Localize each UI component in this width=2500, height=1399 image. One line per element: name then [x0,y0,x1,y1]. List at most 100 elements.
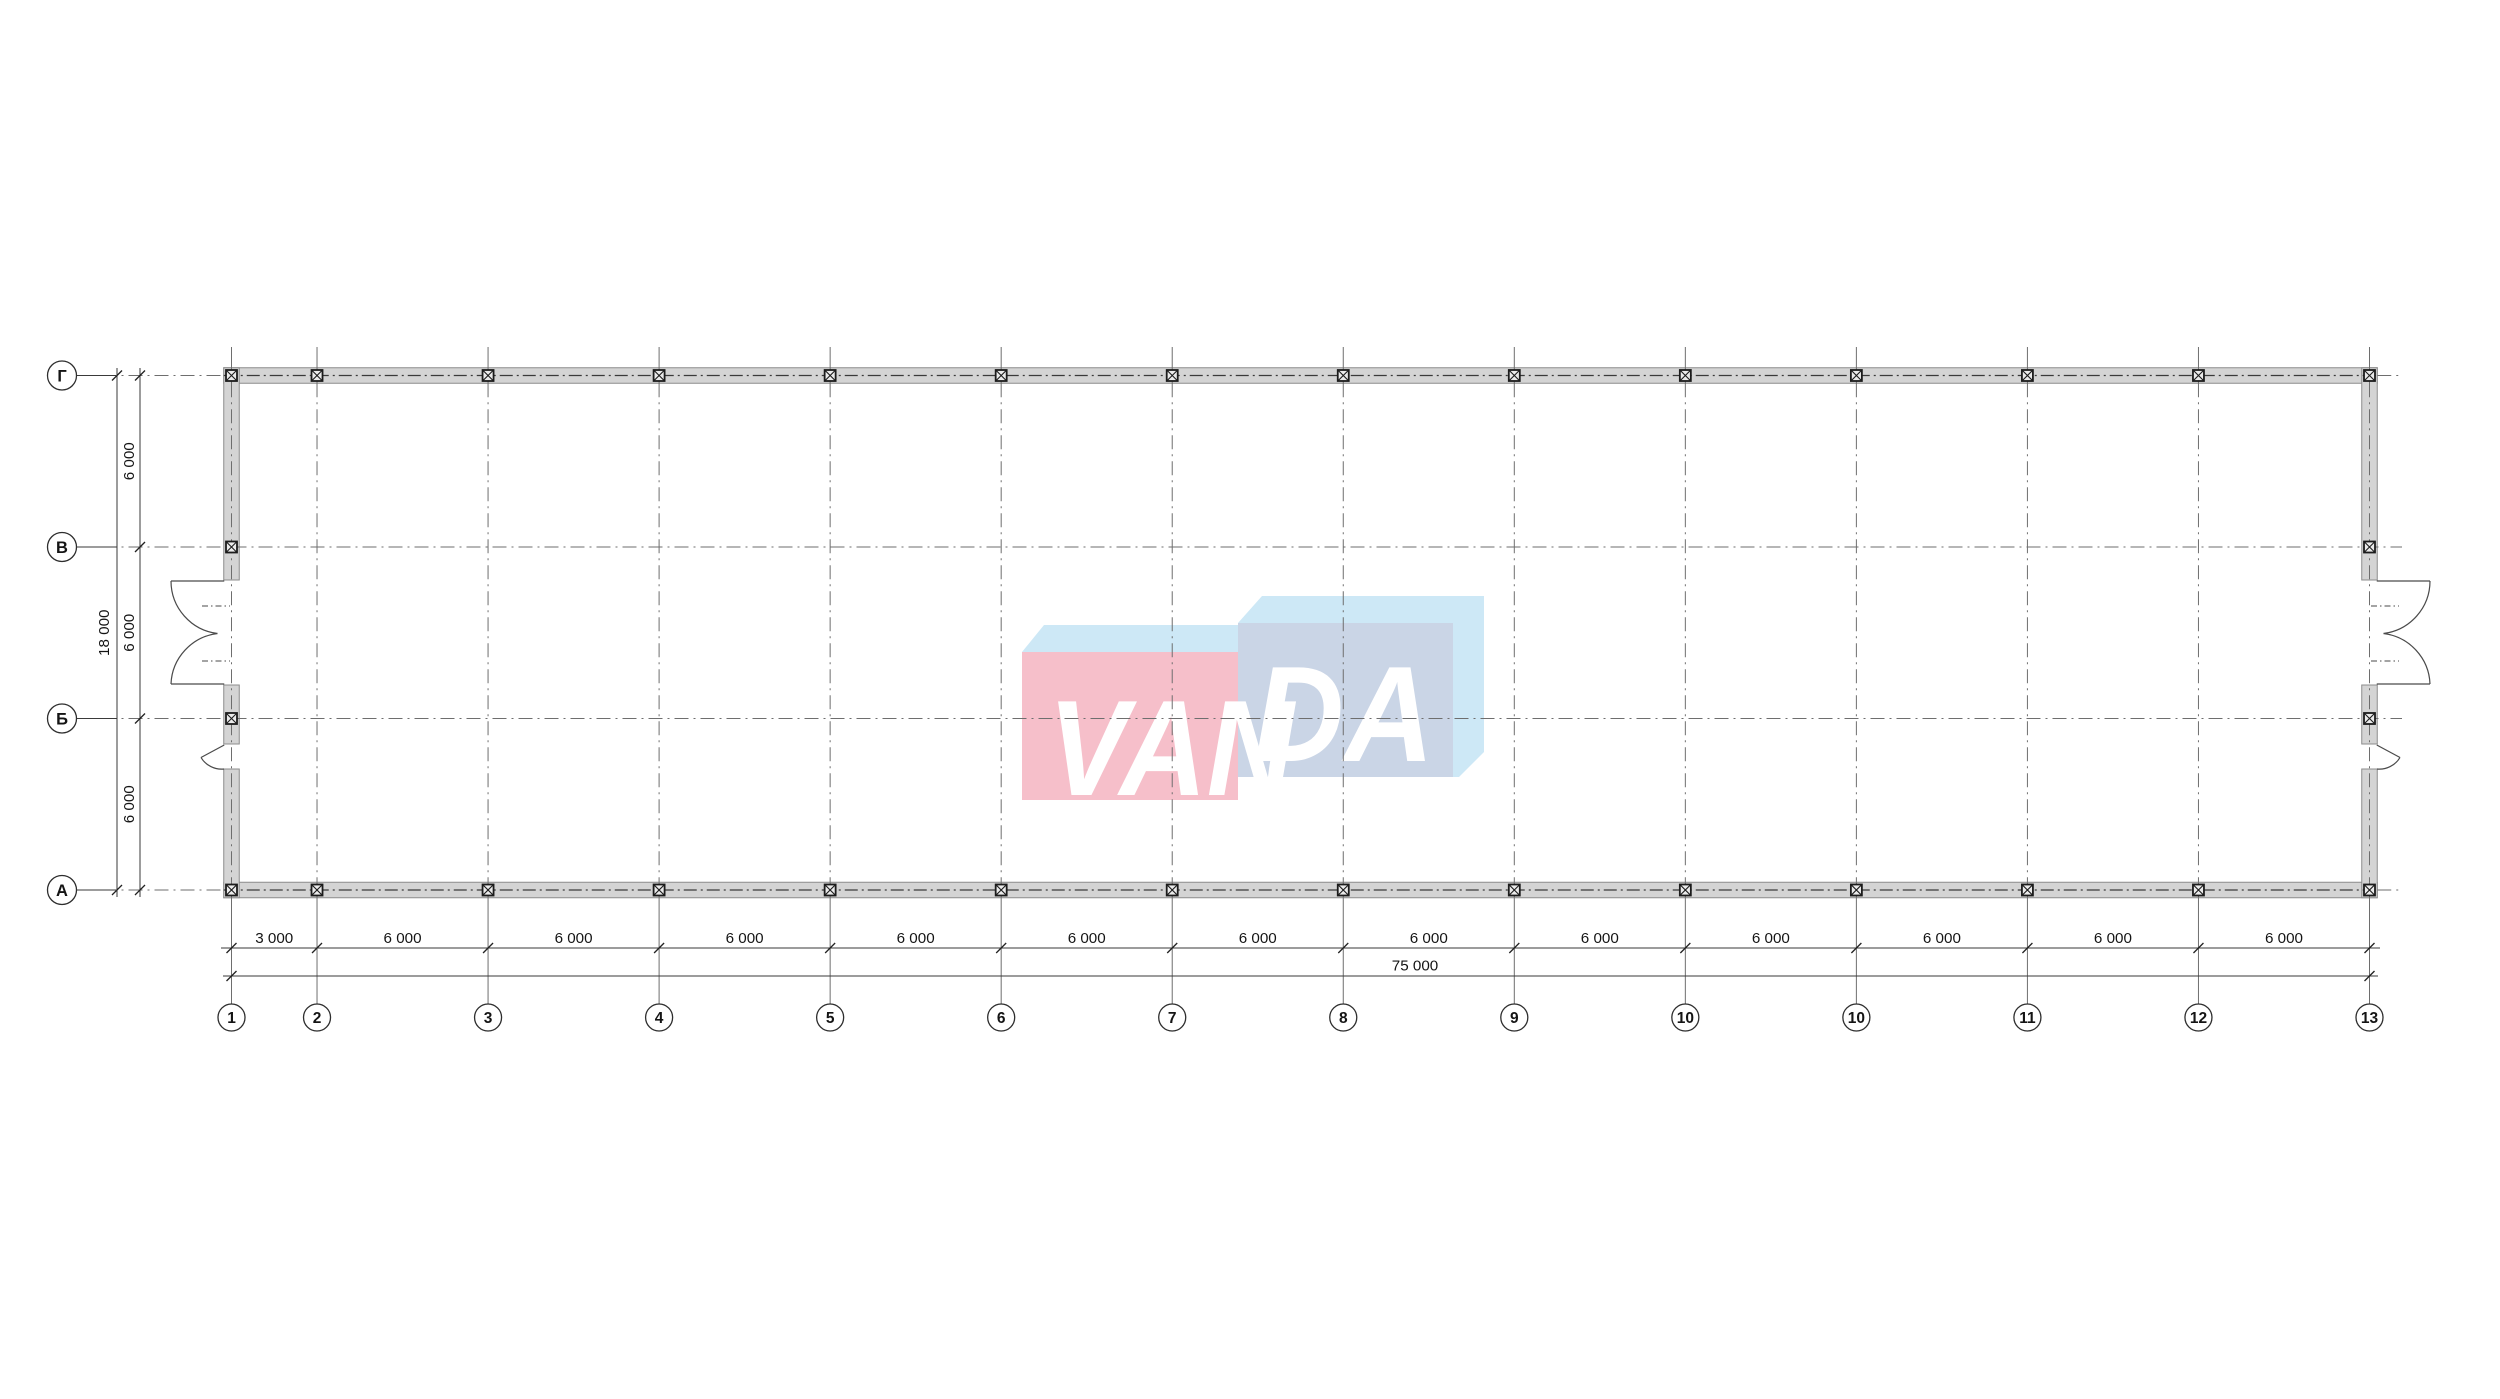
column-marker-cross [653,884,665,896]
column-marker-cross [482,884,494,896]
bay-dimension-label: 6 000 [1410,930,1448,947]
column-marker-cross [482,369,494,382]
column-axis-bubble [217,1003,246,1032]
dimension-labels: 3 000 6 000 6 000 6 000 6 000 6 000 6 000 6 000… [96,442,2303,974]
bay-dimension-label: 6 000 [1068,930,1106,947]
row-axis-label: А [56,882,68,900]
column-marker-cross [311,884,323,896]
dimension-tick [2364,970,2375,982]
column-marker-cross [995,369,1008,382]
column-marker-cross [225,712,238,725]
column-markers [225,369,2376,897]
column-marker-cross [2021,369,2034,382]
dimension-tick [134,884,146,896]
dimension-tick [134,370,146,381]
dimension-tick [226,970,237,982]
bay-dimension-label: 6 000 [1581,930,1619,947]
bay-dimension-label: 6 000 [2094,930,2132,947]
column-marker-cross [311,369,323,382]
dimension-tick [134,541,146,553]
right-door-swing-top [2383,580,2431,635]
column-marker-cross [1337,884,1350,896]
column-marker-cross [2192,884,2205,896]
logo-left-top-face [1022,625,1263,652]
column-marker-cross [1850,884,1863,896]
column-marker-cross [225,541,238,553]
left-small-door-leaf [200,744,225,759]
dimension-tick [995,942,1007,954]
left-door-swing-top [170,580,218,635]
column-axis-label: 2 [313,1010,322,1027]
dimension-tick [311,942,323,954]
bay-dimension-label: 6 000 [1239,930,1277,947]
bay-dimension-label: 6 000 [1923,930,1961,947]
column-axis-bubble [1842,1003,1871,1032]
column-marker-cross [2363,541,2376,553]
column-axis-label: 5 [826,1010,835,1027]
logo-pink-face [1022,652,1238,800]
dimension-tick [1679,942,1691,954]
right-door-swing-bottom [2383,632,2431,685]
total-width-label: 75 000 [1392,958,1438,975]
column-axis-bubble [2355,1003,2384,1032]
bay-dimension-label: 3 000 [255,930,293,947]
column-axis-label: 4 [655,1010,664,1027]
column-axis-label: 1 [227,1010,236,1027]
column-axis-label: 7 [1168,1010,1177,1027]
column-axis-label: 10 [1848,1010,1865,1027]
dimension-tick [482,942,494,954]
column-axis-label: 12 [2190,1010,2207,1027]
right-small-door-swing [2376,757,2401,770]
right-small-door-leaf [2376,744,2401,759]
dimension-tick [824,942,836,954]
column-axis-label: 11 [2019,1010,2036,1027]
dimension-tick [2193,942,2204,954]
column-marker-cross [824,884,837,896]
column-axis-bubble [2013,1003,2042,1032]
logo-blue-face [1238,623,1453,777]
column-marker-cross [2363,884,2376,896]
column-marker-cross [995,884,1008,896]
column-marker-cross [1166,369,1179,382]
grid-lines [76,347,2402,1004]
bay-dimension-label: 6 000 [897,930,935,947]
dimension-tick [134,713,146,724]
watermark-text-da: DA [1254,638,1434,790]
column-axis-bubble [2184,1003,2213,1032]
row-axis-bubble [46,360,78,391]
column-marker-cross [1508,369,1521,382]
dimension-tick [653,942,665,954]
column-axis-bubble [1329,1003,1358,1032]
column-marker-cross [2192,369,2205,382]
bay-dimension-label: 6 000 [121,442,138,480]
bay-dimension-label: 6 000 [121,614,138,652]
row-axis-bubble [46,874,78,906]
dimension-tick [1166,942,1178,954]
column-axis-label: 6 [997,1010,1006,1027]
bay-dimension-label: 6 000 [1752,930,1790,947]
dimension-tick [1850,942,1862,954]
dimension-lines [111,368,2380,982]
column-marker-cross [225,884,238,896]
column-axis-bubble [815,1003,845,1032]
column-marker-cross [2363,369,2376,382]
bay-dimension-label: 6 000 [121,785,138,823]
column-axis-bubble [302,1003,332,1032]
column-axis-label: 8 [1339,1010,1348,1027]
dimension-tick [1337,942,1349,954]
bay-dimension-label: 6 000 [555,930,593,947]
left-door-swing-bottom [170,632,218,685]
column-marker-cross [1508,884,1521,896]
column-marker-cross [1679,369,1692,382]
bay-dimension-label: 6 000 [384,930,422,947]
column-axis-bubble [473,1003,503,1032]
column-marker-cross [2363,712,2376,725]
dimension-tick [2021,942,2033,954]
column-axis-bubble [1671,1003,1700,1032]
column-axis-bubble [1500,1003,1529,1032]
column-axis-bubble [987,1003,1016,1032]
total-height-label: 18 000 [96,610,113,656]
